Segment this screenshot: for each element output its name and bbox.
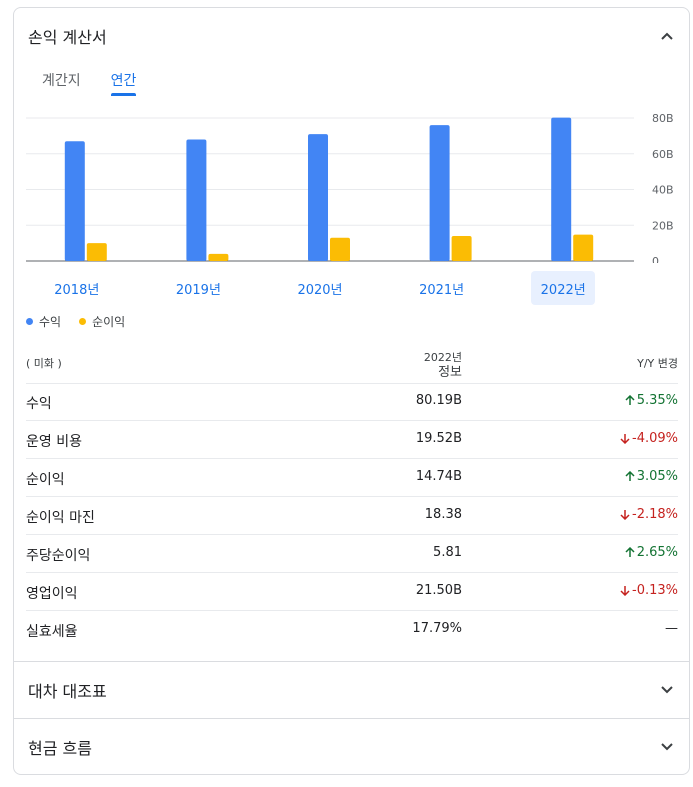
table-row: 순이익 14.74B 3.05%	[26, 459, 678, 497]
row-value: 21.50B	[415, 583, 462, 598]
chevron-down-icon[interactable]	[659, 682, 675, 698]
period-tabs: 계간지 연간	[42, 70, 136, 96]
table-row: 주당순이익 5.81 2.65%	[26, 535, 678, 573]
change-value: -2.18%	[632, 507, 678, 522]
arrow-up-icon	[625, 547, 635, 558]
tab-quarterly[interactable]: 계간지	[42, 73, 81, 89]
y-tick-label: 0	[652, 255, 659, 263]
income-statement-header[interactable]: 손익 계산서	[14, 18, 689, 54]
arrow-down-icon	[620, 433, 630, 444]
balance-sheet-title: 대차 대조표	[28, 682, 107, 701]
change-value: 3.05%	[636, 469, 678, 484]
arrow-up-icon	[625, 471, 635, 482]
year-button[interactable]: 2019년	[175, 282, 221, 298]
financials-card: 손익 계산서 계간지 연간 0 20B 40B 60B 80B 2018년 2019년 20…	[13, 7, 690, 775]
table-row: 순이익 마진 18.38 -2.18%	[26, 497, 678, 535]
row-change: —	[665, 621, 678, 636]
net-income-bar[interactable]	[573, 234, 594, 261]
row-change: -0.13%	[620, 583, 678, 598]
row-change: 2.65%	[625, 545, 678, 560]
balance-sheet-header[interactable]: 대차 대조표	[14, 670, 689, 710]
net-income-bar[interactable]	[86, 243, 107, 261]
chevron-up-icon[interactable]	[659, 28, 675, 44]
row-label: 수익	[26, 396, 52, 412]
change-value: —	[665, 621, 678, 636]
tab-annual[interactable]: 연간	[110, 70, 136, 96]
legend-item-revenue: 수익	[26, 313, 61, 330]
chevron-down-icon[interactable]	[659, 739, 675, 755]
income-statement-title: 손익 계산서	[28, 28, 107, 47]
row-change: 3.05%	[625, 469, 678, 484]
y-tick-label: 60B	[652, 148, 674, 161]
year-header-sub: 정보	[438, 365, 462, 380]
year-button[interactable]: 2018년	[54, 282, 100, 298]
revenue-bar[interactable]	[551, 117, 572, 262]
revenue-bar[interactable]	[64, 141, 85, 261]
revenue-bar[interactable]	[186, 139, 207, 261]
row-change: -2.18%	[620, 507, 678, 522]
year-button[interactable]: 2021년	[419, 282, 465, 298]
table-row: 수익 80.19B 5.35%	[26, 383, 678, 421]
revenue-chart: 0 20B 40B 60B 80B	[26, 112, 674, 263]
row-change: 5.35%	[625, 393, 678, 408]
arrow-down-icon	[620, 585, 630, 596]
y-tick-label: 40B	[652, 184, 674, 197]
arrow-down-icon	[620, 509, 630, 520]
row-change: -4.09%	[620, 431, 678, 446]
revenue-bar[interactable]	[429, 125, 450, 262]
table-row: 영업이익 21.50B -0.13%	[26, 573, 678, 611]
row-label: 순이익	[26, 472, 65, 488]
currency-label: ( 미화 )	[26, 357, 62, 370]
row-value: 18.38	[424, 507, 462, 522]
chart-legend: 수익 순이익	[26, 313, 125, 330]
change-value: 2.65%	[636, 545, 678, 560]
row-label: 순이익 마진	[26, 510, 95, 526]
legend-dot-net-income	[79, 318, 87, 325]
change-value: -0.13%	[632, 583, 678, 598]
section-divider	[14, 661, 689, 662]
net-income-bar[interactable]	[330, 237, 350, 261]
section-divider	[14, 718, 689, 719]
row-label: 영업이익	[26, 586, 78, 602]
change-value: 5.35%	[636, 393, 678, 408]
row-value: 17.79%	[412, 621, 462, 636]
row-label: 운영 비용	[26, 434, 82, 450]
row-value: 5.81	[433, 545, 462, 560]
table-row: 실효세율 17.79% —	[26, 611, 678, 648]
legend-label-net-income: 순이익	[92, 315, 126, 329]
year-button[interactable]: 2020년	[297, 282, 343, 298]
legend-dot-revenue	[26, 318, 33, 325]
row-label: 주당순이익	[26, 548, 91, 564]
y-tick-label: 80B	[652, 112, 674, 125]
year-button[interactable]: 2022년	[531, 271, 596, 305]
year-header-label: 2022년	[423, 351, 462, 364]
net-income-bar[interactable]	[451, 235, 472, 261]
arrow-up-icon	[625, 395, 635, 406]
row-value: 80.19B	[415, 393, 462, 408]
cash-flow-header[interactable]: 현금 흐름	[14, 727, 689, 767]
row-value: 19.52B	[415, 431, 462, 446]
year-header: 2022년 정보	[416, 350, 462, 380]
row-label: 실효세율	[26, 624, 78, 640]
table-row: 운영 비용 19.52B -4.09%	[26, 421, 678, 459]
y-tick-label: 20B	[652, 219, 674, 232]
cash-flow-title: 현금 흐름	[28, 739, 92, 758]
legend-item-net-income: 순이익	[79, 313, 125, 330]
yoy-change-header: Y/Y 변경	[637, 357, 678, 370]
revenue-bar[interactable]	[308, 134, 328, 261]
change-value: -4.09%	[632, 431, 678, 446]
table-header: ( 미화 ) 2022년 정보 Y/Y 변경	[26, 348, 678, 384]
net-income-bar[interactable]	[208, 253, 229, 261]
row-value: 14.74B	[415, 469, 462, 484]
legend-label-revenue: 수익	[39, 315, 62, 329]
